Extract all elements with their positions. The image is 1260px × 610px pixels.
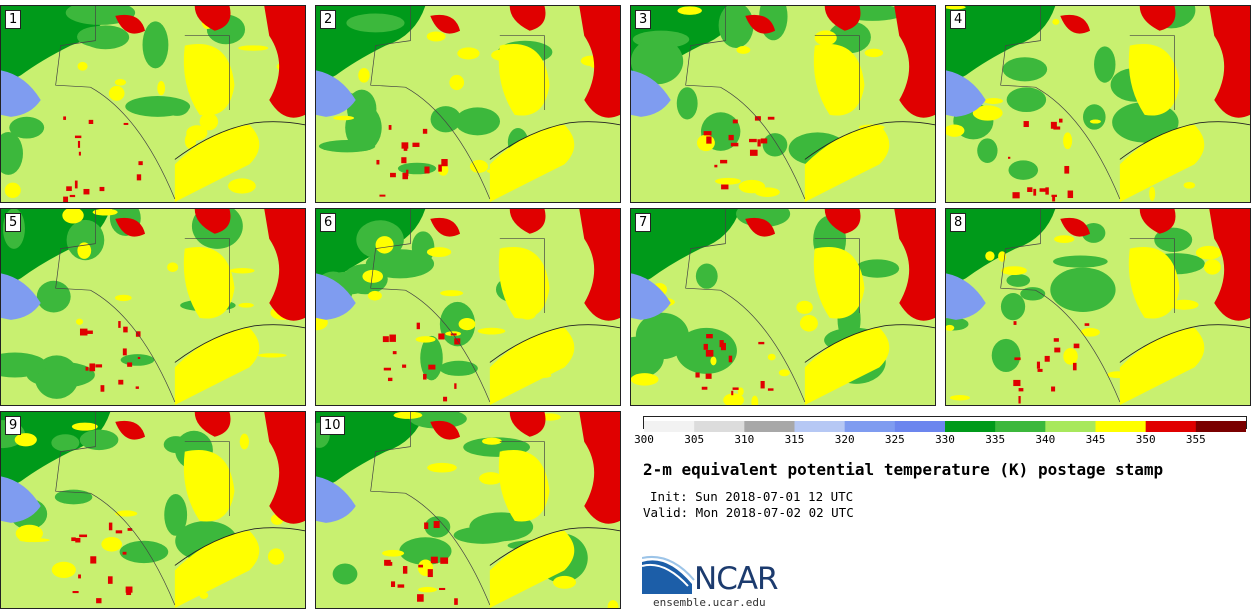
colorbar-swatch: [644, 421, 695, 432]
panel-number: 5: [5, 213, 22, 232]
ncar-logo-icon: [642, 556, 695, 594]
colorbar-swatch: [1095, 421, 1147, 432]
panel-number: 10: [320, 416, 345, 435]
colorbar-tick-label: 355: [1185, 433, 1206, 446]
colorbar-tick-label: 335: [985, 433, 1006, 446]
panel-number: 6: [320, 213, 337, 232]
postage-stamp-panel: 2: [315, 5, 621, 203]
colorbar-swatch: [1145, 421, 1197, 432]
field-map: [1, 412, 305, 608]
field-map: [946, 209, 1250, 405]
colorbar-tick-label: 310: [734, 433, 755, 446]
field-map: [316, 6, 620, 202]
logo-url: ensemble.ucar.edu: [653, 596, 766, 609]
valid-time: Valid: Mon 2018-07-02 02 UTC: [643, 505, 854, 520]
postage-stamp-panel: 8: [945, 208, 1251, 406]
field-map: [1, 6, 305, 202]
postage-stamp-panel: 7: [630, 208, 936, 406]
field-map: [316, 412, 620, 608]
panel-number: 3: [635, 10, 652, 29]
colorbar-tick-label: 345: [1085, 433, 1106, 446]
init-time: Init: Sun 2018-07-01 12 UTC: [650, 489, 854, 504]
panel-number: 4: [950, 10, 967, 29]
colorbar-swatch: [744, 421, 795, 432]
colorbar-tick-label: 325: [884, 433, 905, 446]
colorbar-tick-label: 350: [1135, 433, 1156, 446]
colorbar-swatch: [794, 421, 846, 432]
colorbar-tick-label: 300: [634, 433, 654, 446]
field-map: [631, 209, 935, 405]
panel-number: 2: [320, 10, 337, 29]
colorbar-tick-label: 315: [784, 433, 805, 446]
colorbar-swatch: [844, 421, 896, 432]
colorbar-tick-label: 340: [1035, 433, 1056, 446]
postage-stamp-panel: 5: [0, 208, 306, 406]
field-map: [316, 209, 620, 405]
postage-stamp-panel: 6: [315, 208, 621, 406]
colorbar-swatch: [694, 421, 745, 432]
colorbar-swatches: [644, 421, 1247, 432]
logo-name: NCAR: [694, 561, 779, 597]
postage-stamp-panel: 3: [630, 5, 936, 203]
colorbar-swatch: [945, 421, 996, 432]
panel-number: 7: [635, 213, 652, 232]
colorbar-tick-label: 330: [935, 433, 955, 446]
postage-stamp-panel: 9: [0, 411, 306, 609]
colorbar-swatch: [995, 421, 1046, 432]
field-map: [631, 6, 935, 202]
field-map: [946, 6, 1250, 202]
postage-stamp-panel: 1: [0, 5, 306, 203]
colorbar-swatch: [1045, 421, 1096, 432]
panel-number: 1: [5, 10, 22, 29]
panel-number: 8: [950, 213, 967, 232]
field-map: [1, 209, 305, 405]
colorbar-tick-label: 305: [684, 433, 705, 446]
colorbar: [643, 416, 1247, 432]
colorbar-swatch: [894, 421, 946, 432]
colorbar-tick-label: 320: [834, 433, 855, 446]
postage-stamp-panel: 10: [315, 411, 621, 609]
map-title: 2-m equivalent potential temperature (K)…: [643, 460, 1164, 479]
postage-stamp-panel: 4: [945, 5, 1251, 203]
panel-number: 9: [5, 416, 22, 435]
colorbar-swatch: [1195, 421, 1247, 432]
